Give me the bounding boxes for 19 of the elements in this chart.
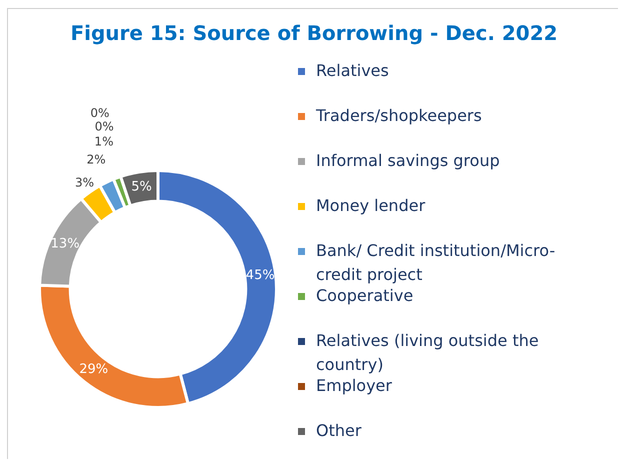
legend-label: Cooperative (316, 286, 414, 305)
data-label: 5% (131, 180, 152, 195)
data-label: 45% (246, 268, 275, 284)
data-label: 1% (94, 134, 114, 148)
legend-label: Relatives (living outside the country) (316, 331, 539, 374)
data-label: 13% (50, 236, 80, 252)
data-label: 29% (79, 362, 108, 377)
legend-label: Money lender (316, 196, 426, 215)
legend-label: Informal savings group (316, 151, 500, 170)
legend-label: Relatives (316, 61, 389, 80)
text: 0% (90, 106, 110, 120)
text: 0% (94, 119, 114, 134)
legend-label: Traders/shopkeepers (316, 106, 482, 125)
data-label: 2% (86, 152, 106, 167)
legend-label: Bank/ Credit institution/Micro-credit project (316, 241, 556, 284)
chart-title: Figure 15: Source of Borrowing - Dec. 2022 (69, 21, 559, 45)
legend-label: Employer (316, 376, 392, 395)
data-label: 3% (74, 176, 94, 190)
legend-label: Other (316, 421, 362, 440)
